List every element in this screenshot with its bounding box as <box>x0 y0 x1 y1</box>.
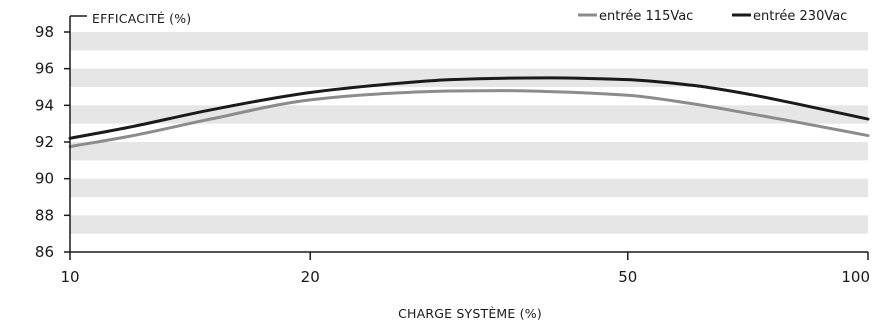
y-tick-label: 98 <box>35 23 54 41</box>
grid-band <box>70 178 868 197</box>
y-tick-label: 88 <box>35 206 54 224</box>
legend-label-230: entrée 230Vac <box>753 9 847 24</box>
legend: entrée 115Vac entrée 230Vac <box>578 9 847 24</box>
y-tick-label: 92 <box>35 133 54 151</box>
grid-bands <box>70 32 868 234</box>
y-tick-label: 86 <box>35 243 54 261</box>
x-tick-label: 20 <box>301 268 320 286</box>
x-tick-label: 100 <box>841 268 870 286</box>
series-line-0 <box>68 89 870 149</box>
x-tick-label: 50 <box>618 268 637 286</box>
grid-band <box>70 215 868 234</box>
axes <box>64 15 869 260</box>
y-tick-label: 94 <box>35 96 54 114</box>
y-tick-label: 90 <box>35 170 54 188</box>
grid-band <box>70 142 868 161</box>
grid-band <box>70 32 868 51</box>
legend-label-115: entrée 115Vac <box>599 9 693 24</box>
y-axis-title: EFFICACITÉ (%) <box>92 11 191 26</box>
y-tick-label: 96 <box>35 60 54 78</box>
series-line-1 <box>68 76 870 140</box>
tick-labels: 86 88 90 92 94 96 98 10 20 50 100 <box>35 23 870 286</box>
x-tick-label: 10 <box>60 268 79 286</box>
x-axis-title: CHARGE SYSTÈME (%) <box>398 306 542 321</box>
grid-band <box>70 105 868 124</box>
series-layer <box>68 76 870 149</box>
